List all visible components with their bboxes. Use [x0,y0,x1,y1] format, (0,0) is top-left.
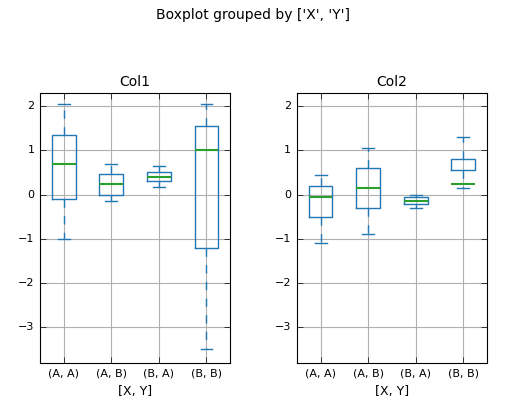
Title: Col2: Col2 [376,75,408,89]
X-axis label: [X, Y]: [X, Y] [118,385,152,398]
Text: Boxplot grouped by ['X', 'Y']: Boxplot grouped by ['X', 'Y'] [156,8,349,22]
X-axis label: [X, Y]: [X, Y] [375,385,409,398]
Title: Col1: Col1 [120,75,150,89]
